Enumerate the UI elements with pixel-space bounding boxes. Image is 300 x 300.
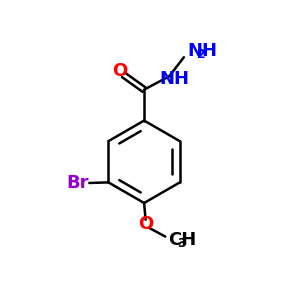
Text: 3: 3 (178, 237, 186, 250)
Text: O: O (138, 215, 153, 233)
Text: Br: Br (66, 174, 89, 192)
Text: NH: NH (159, 70, 189, 88)
Text: O: O (112, 62, 127, 80)
Text: NH: NH (188, 42, 218, 60)
Text: 2: 2 (196, 48, 205, 61)
Text: CH: CH (168, 230, 196, 248)
